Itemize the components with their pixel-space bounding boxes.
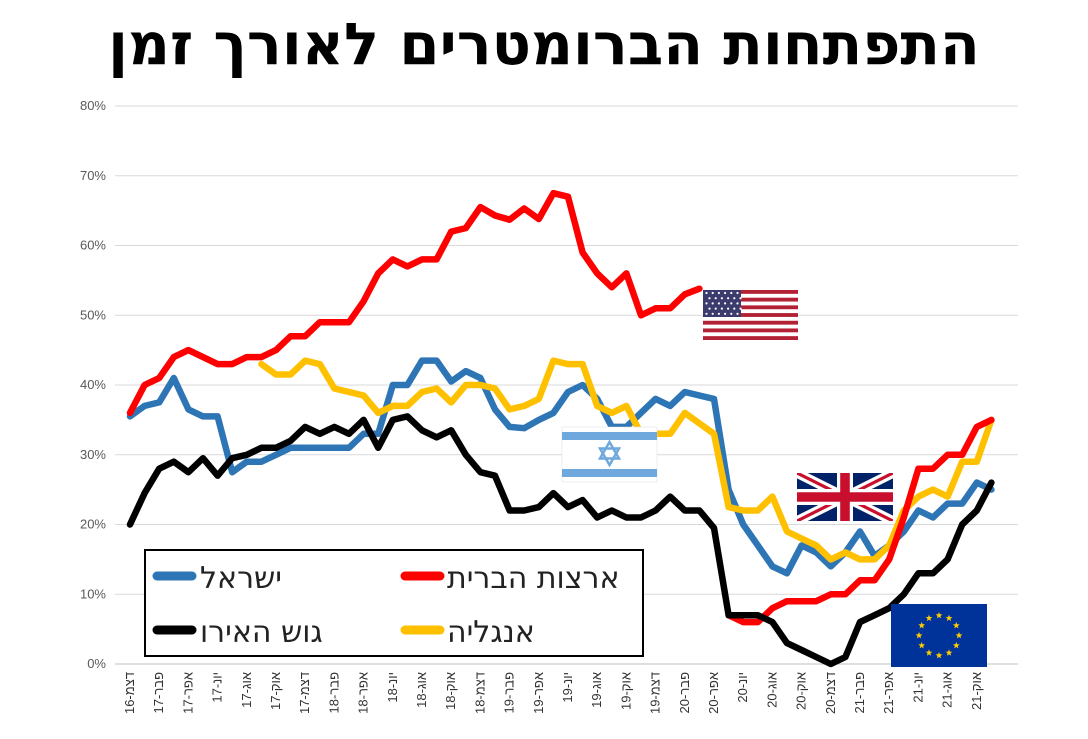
x-tick-label: אפר-20 <box>706 672 721 714</box>
series-line-2 <box>126 413 995 668</box>
series-line-3 <box>258 357 995 563</box>
x-tick-label: אוק-20 <box>794 672 809 710</box>
x-tick-label: אוק-17 <box>268 672 283 710</box>
y-tick-label: 0% <box>87 656 106 671</box>
x-tick-label: אפר-17 <box>180 672 195 714</box>
y-tick-label: 50% <box>80 307 106 322</box>
chart-title: התפתחות הברומטרים לאורך זמן <box>108 10 980 78</box>
series-line-1 <box>126 189 995 626</box>
y-tick-label: 70% <box>80 168 106 183</box>
x-tick-label: יונ-18 <box>385 672 400 703</box>
x-tick-label: פבר-20 <box>677 672 692 714</box>
legend-usa-label: ארצות הברית <box>447 561 620 596</box>
x-tick-label: אוג-20 <box>764 672 779 708</box>
x-tick-label: דצמ-18 <box>472 672 487 714</box>
x-tick-label: יונ-21 <box>910 672 925 703</box>
x-tick-label: אפר-18 <box>356 672 371 714</box>
x-tick-label: יונ-20 <box>735 672 750 703</box>
series-lines <box>126 189 995 668</box>
x-tick-label: אוק-18 <box>443 672 458 710</box>
x-tick-label: פבר-19 <box>502 672 517 714</box>
x-tick-label: אוג-17 <box>239 672 254 708</box>
x-tick-label: דצמ-17 <box>297 672 312 714</box>
x-tick-label: יונ-17 <box>210 672 225 703</box>
x-tick-label: יונ-19 <box>560 672 575 703</box>
x-axis-ticks: דצמ-16 פבר-17 אפר-17 יונ-17 אוג-17 אוק-17 דצמ-… <box>122 672 984 714</box>
x-tick-label: דצמ-16 <box>122 672 137 714</box>
x-tick-label: אוק-19 <box>618 672 633 710</box>
x-tick-label: פבר-17 <box>151 672 166 714</box>
legend-uk-label: אנגליה <box>447 615 535 650</box>
x-tick-label: פבר-21 <box>852 672 867 714</box>
x-tick-label: דצמ-20 <box>823 672 838 714</box>
eu-flag-icon <box>891 604 987 667</box>
x-tick-label: אוג-19 <box>589 672 604 708</box>
uk-flag-icon <box>797 473 893 521</box>
y-tick-label: 60% <box>80 238 106 253</box>
legend: ישראל ארצות הברית גוש האירו אנגליה <box>144 549 644 657</box>
x-tick-label: אפר-19 <box>531 672 546 714</box>
y-tick-label: 80% <box>80 98 106 113</box>
y-tick-label: 40% <box>80 377 106 392</box>
x-tick-label: אוג-21 <box>940 672 955 708</box>
x-tick-label: אפר-21 <box>881 672 896 714</box>
y-tick-label: 10% <box>80 586 106 601</box>
israel-flag-icon <box>561 426 658 483</box>
y-tick-label: 30% <box>80 447 106 462</box>
y-tick-label: 20% <box>80 517 106 532</box>
x-tick-label: פבר-18 <box>326 672 341 714</box>
x-tick-label: אוג-18 <box>414 672 429 708</box>
legend-israel-label: ישראל <box>200 561 282 596</box>
legend-eurozone-label: גוש האירו <box>200 615 323 650</box>
y-axis-ticks: 0% 10% 20% 30% 40% 50% 60% 70% 80% <box>80 98 106 671</box>
x-tick-label: אוק-21 <box>969 672 984 710</box>
us-flag-icon <box>703 290 798 340</box>
series-line-0 <box>126 357 995 577</box>
x-tick-label: דצמ-19 <box>648 672 663 714</box>
